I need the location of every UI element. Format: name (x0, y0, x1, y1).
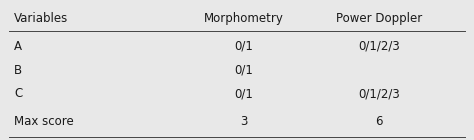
Text: B: B (14, 64, 22, 76)
Text: 0/1/2/3: 0/1/2/3 (358, 40, 400, 53)
Text: Variables: Variables (14, 12, 68, 25)
Text: Max score: Max score (14, 115, 74, 128)
Text: Power Doppler: Power Doppler (336, 12, 422, 25)
Text: A: A (14, 40, 22, 53)
Text: 3: 3 (240, 115, 248, 128)
Text: 0/1/2/3: 0/1/2/3 (358, 87, 400, 100)
Text: Morphometry: Morphometry (204, 12, 284, 25)
Text: 0/1: 0/1 (235, 87, 254, 100)
Text: 0/1: 0/1 (235, 40, 254, 53)
Text: C: C (14, 87, 22, 100)
Text: 6: 6 (375, 115, 383, 128)
Text: 0/1: 0/1 (235, 64, 254, 76)
